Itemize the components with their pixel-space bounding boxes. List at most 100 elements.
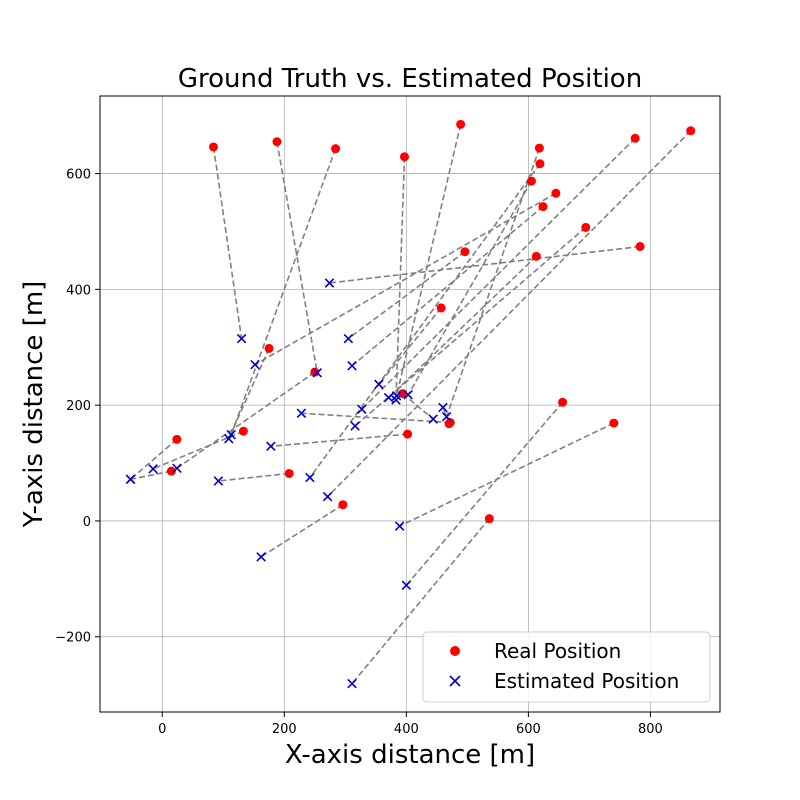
connector-line bbox=[378, 307, 442, 385]
estimated-position-point bbox=[394, 521, 405, 531]
estimated-position-point bbox=[223, 433, 234, 444]
estimated-position-point bbox=[296, 408, 307, 419]
connector-line bbox=[129, 438, 178, 480]
connector-line bbox=[152, 430, 244, 470]
connector-line bbox=[402, 392, 434, 420]
estimated-position-point bbox=[236, 333, 247, 344]
y-axis-label: Y-axis distance [m] bbox=[19, 281, 49, 529]
estimated-position-point bbox=[374, 379, 384, 390]
legend-label-real: Real Position bbox=[494, 639, 621, 663]
estimated-position-point bbox=[172, 463, 182, 474]
real-position-point bbox=[172, 434, 182, 444]
connector-line bbox=[405, 401, 564, 586]
real-position-point bbox=[403, 429, 413, 439]
real-position-point bbox=[456, 119, 466, 129]
x-tick-label: 800 bbox=[638, 722, 663, 737]
legend: Real Position Estimated Position bbox=[422, 631, 711, 703]
connector-line bbox=[329, 245, 641, 284]
real-position-point bbox=[531, 251, 541, 261]
connector-line bbox=[230, 148, 337, 435]
connector-line bbox=[301, 412, 451, 424]
real-position-point bbox=[444, 419, 454, 429]
estimated-position-point bbox=[347, 361, 357, 371]
connector-line bbox=[218, 472, 290, 482]
real-position-point bbox=[338, 500, 348, 510]
connector-line bbox=[276, 141, 319, 373]
connector-line bbox=[347, 251, 466, 340]
real-position-point bbox=[609, 418, 619, 428]
real-position-point bbox=[551, 188, 561, 198]
estimated-position-point bbox=[383, 392, 394, 403]
connector-lines bbox=[129, 124, 692, 685]
connector-line bbox=[212, 146, 243, 339]
x-tick-label: 200 bbox=[272, 722, 297, 737]
estimated-position-point bbox=[213, 476, 224, 486]
estimated-position-point bbox=[322, 491, 333, 502]
estimated-position-point bbox=[256, 552, 266, 562]
estimated-position-point bbox=[312, 367, 323, 378]
connector-line bbox=[309, 163, 541, 478]
estimated-position-point bbox=[441, 411, 452, 422]
chart-title: Ground Truth vs. Estimated Position bbox=[178, 64, 642, 94]
connector-line bbox=[395, 156, 406, 400]
connector-line bbox=[361, 137, 636, 410]
estimated-position-point bbox=[343, 333, 354, 344]
real-position-point bbox=[558, 397, 568, 407]
estimated-position-point bbox=[266, 441, 276, 452]
legend-label-estimated: Estimated Position bbox=[494, 669, 679, 693]
estimated-position-point bbox=[305, 472, 315, 483]
connector-line bbox=[395, 124, 462, 397]
x-tick-label: 400 bbox=[394, 722, 419, 737]
connector-line bbox=[351, 205, 544, 367]
real-position-point bbox=[310, 367, 320, 377]
estimated-position-series bbox=[125, 278, 452, 689]
connector-line bbox=[327, 130, 692, 498]
real-position-point bbox=[535, 159, 545, 169]
real-position-point bbox=[238, 426, 248, 436]
legend-marker-real bbox=[450, 646, 460, 656]
real-position-point bbox=[526, 176, 536, 186]
real-position-point bbox=[400, 152, 410, 162]
legend-box bbox=[422, 631, 711, 703]
real-position-point bbox=[460, 247, 470, 257]
estimated-position-point bbox=[350, 421, 360, 431]
connector-line bbox=[270, 433, 408, 448]
estimated-position-point bbox=[391, 391, 402, 401]
y-tick-label: −200 bbox=[55, 631, 91, 646]
estimated-position-point bbox=[347, 678, 357, 689]
legend-marker-estimated bbox=[449, 675, 461, 687]
connector-line bbox=[407, 180, 533, 396]
x-tick-label: 0 bbox=[158, 722, 166, 737]
connector-line bbox=[130, 470, 172, 481]
estimated-position-point bbox=[438, 402, 448, 413]
connector-line bbox=[388, 255, 537, 399]
real-position-point bbox=[686, 126, 696, 136]
real-position-point bbox=[331, 144, 341, 154]
real-position-point bbox=[630, 133, 640, 143]
real-position-point bbox=[166, 466, 176, 476]
real-position-point bbox=[635, 242, 645, 252]
real-position-point bbox=[538, 202, 548, 212]
estimated-position-point bbox=[250, 359, 260, 370]
y-axis-ticks: −200 0 200 400 600 bbox=[55, 168, 100, 646]
real-position-series bbox=[166, 119, 696, 524]
estimated-position-point bbox=[401, 580, 412, 590]
x-tick-label: 600 bbox=[516, 722, 541, 737]
real-position-point bbox=[264, 343, 274, 353]
y-tick-label: 400 bbox=[66, 283, 91, 298]
real-position-point bbox=[484, 514, 494, 524]
plot-frame bbox=[99, 95, 721, 713]
real-position-point bbox=[436, 303, 446, 313]
real-position-point bbox=[581, 222, 591, 232]
estimated-position-point bbox=[324, 278, 335, 288]
connector-line bbox=[176, 371, 316, 469]
real-position-point bbox=[209, 142, 219, 152]
estimated-position-point bbox=[125, 474, 136, 485]
grid-lines bbox=[100, 96, 720, 712]
y-tick-label: 600 bbox=[66, 168, 91, 183]
real-position-point bbox=[534, 143, 544, 153]
y-tick-label: 200 bbox=[66, 399, 91, 414]
connector-line bbox=[254, 192, 557, 366]
connector-line bbox=[228, 348, 270, 440]
